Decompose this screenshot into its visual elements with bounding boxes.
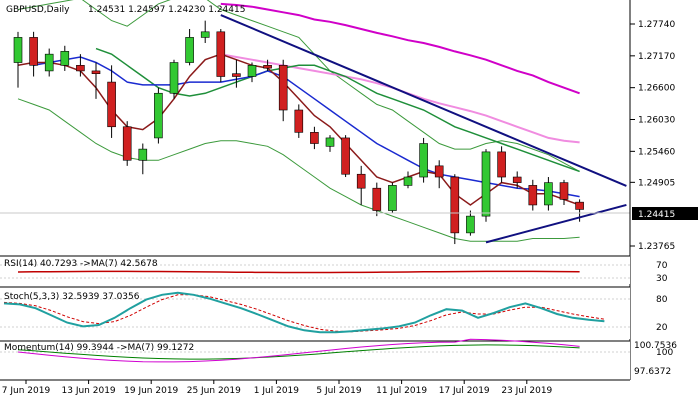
bear-candle [575,201,584,210]
bear-candle [232,73,241,77]
momentum-tick-100: 100 [656,348,673,358]
current-price-badge [632,207,698,220]
stoch-main-line [3,291,605,334]
date-tick-label: 25 Jun 2019 [187,386,241,396]
chart-ohlc: 1.24531 1.24597 1.24230 1.24415 [88,5,245,15]
stoch-tick-20: 20 [656,323,668,333]
candlesticks [13,20,584,245]
rsi-line [17,270,580,274]
sma-green [95,47,580,173]
price-tick-label: 1.27170 [638,52,675,62]
bear-candle [559,182,569,200]
support-trendline [485,203,627,244]
momentum-ma-line [17,344,580,360]
date-tick-label: 7 Jun 2019 [2,386,51,396]
bull-candle [247,65,257,77]
price-tick-label: 1.23765 [638,242,675,252]
bear-candle [29,37,38,66]
bull-candle [185,37,194,63]
bull-candle [13,37,23,63]
bull-candle [481,151,491,217]
date-tick-label: 23 Jul 2019 [501,386,552,396]
bear-candle [341,137,350,175]
date-tick-label: 19 Jun 2019 [124,386,178,396]
bear-candle [91,70,101,75]
main-price-panel[interactable]: GBPUSD,Daily 1.24531 1.24597 1.24230 1.2… [0,0,630,255]
bear-candle [528,185,538,206]
bear-candle [76,65,85,72]
bear-candle [278,65,288,111]
rsi-panel[interactable]: RSI(14) 40.7293 ->MA(7) 42.5678 70 30 [0,255,668,284]
date-tick-label: 5 Jul 2019 [316,386,361,396]
momentum-panel[interactable]: Momentum(14) 99.3944 ->MA(7) 99.1272 100… [0,338,677,380]
bull-candle [169,62,179,94]
bull-candle [544,182,553,206]
momentum-label: Momentum(14) 99.3944 ->MA(7) 99.1272 [4,343,194,353]
bear-candle [263,65,272,69]
stoch-panel[interactable]: Stoch(5,3,3) 32.5939 37.0356 80 20 [0,286,668,339]
bull-candle [325,137,335,147]
bull-candle [138,148,148,161]
bollinger-bands [17,0,580,242]
bear-candle [310,132,319,144]
stoch-signal-line [3,294,605,333]
time-axis: 7 Jun 2019 13 Jun 2019 19 Jun 2019 25 Jun 2… [0,379,630,396]
stoch-tick-80: 80 [656,295,668,305]
price-tick-label: 1.24905 [638,178,675,188]
bull-candle [200,31,210,38]
bear-candle [434,165,444,178]
bull-candle [154,92,163,139]
trendlines [220,14,627,244]
resistance-trendline [220,14,627,187]
bull-candle [419,143,428,178]
bear-candle [372,187,382,211]
momentum-line [17,338,580,363]
bear-candle [497,151,506,178]
price-tick-label: 1.26600 [638,84,675,94]
stoch-label: Stoch(5,3,3) 32.5939 37.0356 [4,292,140,302]
current-price-label: 1.24415 [638,210,675,220]
bull-candle [60,51,70,66]
bull-candle [388,185,397,211]
bear-candle [107,81,116,128]
bull-candle [44,53,54,72]
rsi-tick-30: 30 [656,274,668,284]
sma-magenta [220,2,580,95]
momentum-tick-low: 97.6372 [634,367,671,377]
chart-symbol: GBPUSD,Daily [6,5,70,15]
date-tick-label: 17 Jul 2019 [439,386,490,396]
momentum-tick-high: 100.7536 [634,341,677,351]
bull-candle [466,215,475,234]
bear-candle [512,176,522,183]
price-tick-label: 1.27740 [638,20,675,30]
bollinger-lower [17,98,580,242]
date-tick-label: 11 Jul 2019 [376,386,427,396]
date-tick-label: 13 Jun 2019 [62,386,116,396]
bollinger-upper [17,0,580,172]
rsi-tick-70: 70 [656,261,668,271]
date-tick-label: 1 Jul 2019 [254,386,299,396]
bull-candle [403,176,413,186]
bear-candle [356,173,366,189]
bear-candle [450,176,460,234]
price-tick-label: 1.26030 [638,116,675,126]
bear-candle [294,109,304,133]
bear-candle [122,126,132,161]
rsi-label: RSI(14) 40.7293 ->MA(7) 42.5678 [4,259,158,269]
price-tick-label: 1.25460 [638,147,675,157]
bear-candle [216,31,226,77]
